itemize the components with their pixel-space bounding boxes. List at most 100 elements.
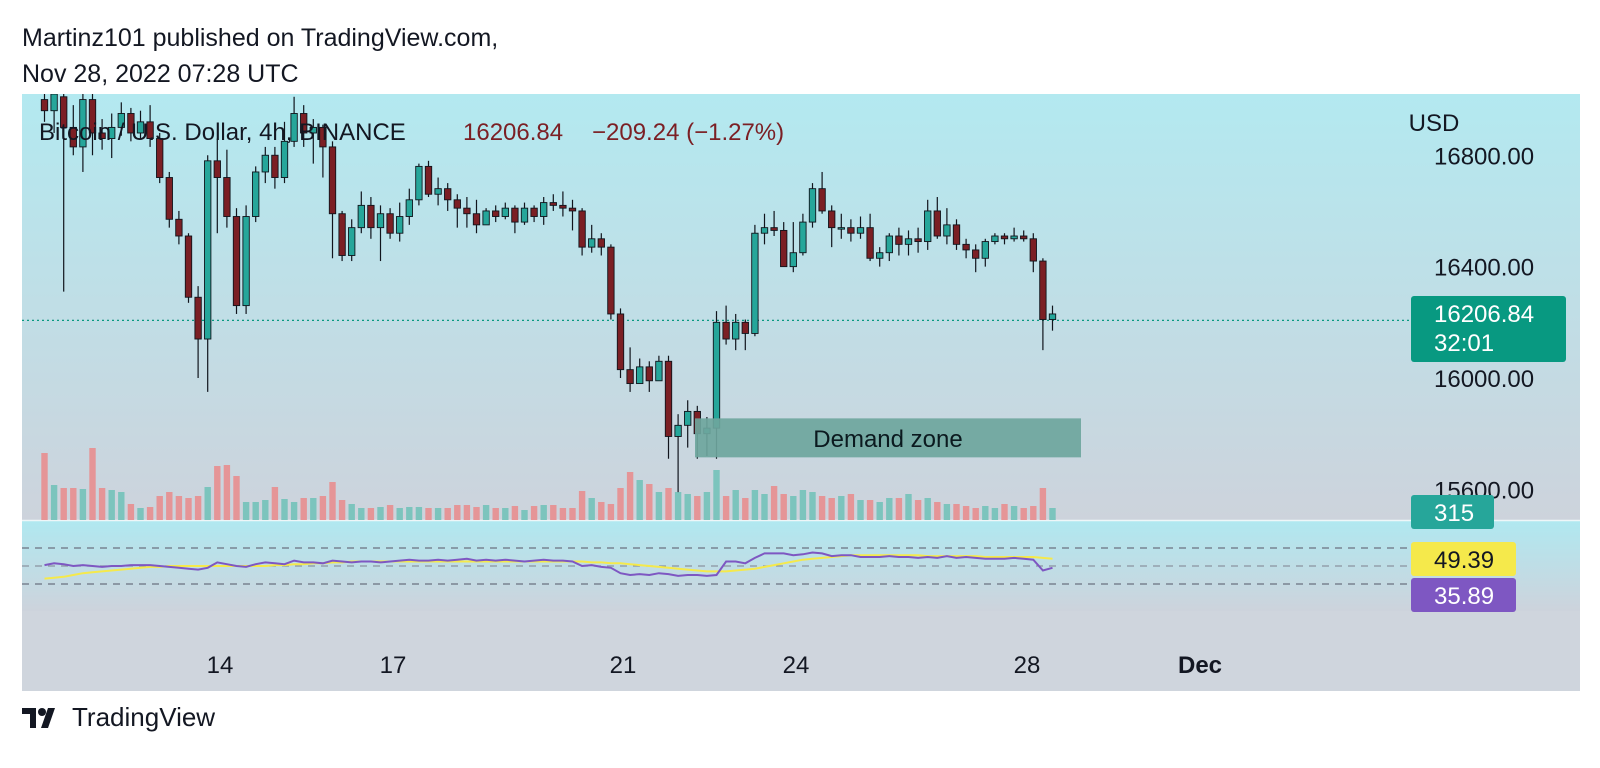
symbol-price: 16206.84 [463,119,563,146]
volume-bar [646,484,653,520]
volume-bar [329,482,336,520]
volume-bar [818,496,826,520]
rsi-line [44,551,1053,577]
volume-bar [598,502,605,520]
time-label: 14 [207,652,234,679]
candle [472,199,481,234]
time-axis[interactable]: 14 17 21 24 28 Dec [207,652,1222,679]
volume-bar [799,490,807,520]
candle [482,208,490,226]
candle [357,191,365,234]
candle-body [722,321,730,340]
symbol-change: −209.24 (−1.27%) [592,119,784,146]
candle-body [645,366,653,382]
candle [1010,227,1018,242]
volume-bar [406,507,413,520]
volume-bar [569,508,576,520]
candle-body [712,321,721,429]
candle-body [770,227,778,231]
candle-body [626,369,634,385]
candlesticks [40,94,1057,493]
candle-body [309,126,317,134]
rsi-ma-badge: 49.39 [1411,542,1516,576]
volume-bar [982,506,989,520]
volume-bar [1030,506,1037,520]
symbol-name: Bitcoin / U.S. Dollar, 4h, BINANCE [39,119,406,146]
candle [108,113,116,159]
volume-value: 315 [1434,500,1474,527]
candle [223,149,231,228]
volume-bar [1001,504,1008,520]
volume-bar [962,506,970,520]
time-label: 21 [610,652,637,679]
candle-body [549,202,557,206]
volume-bar [70,488,77,520]
volume-bar [166,492,173,520]
rsi-bands [22,547,1410,585]
price-tick: 16400.00 [1434,255,1534,282]
volume-bar [876,502,883,520]
candle-body [789,252,797,268]
time-label: 17 [380,652,407,679]
volume-bar [780,494,787,520]
candle-body [732,321,740,340]
volume-bar [50,485,58,520]
candle [280,121,289,184]
volume-bar [809,492,816,520]
candle-body [242,216,250,307]
volume-bar [319,496,327,520]
volume-bar [434,508,442,520]
candle [914,227,922,253]
candle-body [1039,260,1047,320]
volume-bars [41,448,1056,520]
volume-bar [1049,508,1056,520]
candle [540,197,548,225]
volume-bar [991,508,999,520]
candle [328,141,337,259]
candle [501,202,509,220]
volume-bar [972,508,979,520]
candle [338,210,346,262]
candle [367,197,375,239]
volume-bar [89,448,96,520]
candle-body [780,229,788,268]
price-scale[interactable]: USD 16800.00 16400.00 16000.00 15600.00 … [1409,110,1566,612]
candle [175,210,183,245]
candle [40,94,49,122]
publisher-line: Martinz101 published on TradingView.com, [22,24,499,52]
candle [146,105,154,147]
volume-bar [137,508,144,520]
volume-bar [41,453,48,520]
candle-body [962,243,970,251]
candle-body [290,113,298,142]
time-axis-background [22,611,1580,691]
volume-bar [722,496,730,520]
candle [405,188,413,225]
volume-bar [358,508,365,520]
candle [962,238,970,259]
candle [741,319,749,351]
candle [616,308,625,378]
demand-zone-box[interactable] [695,418,1081,458]
candle-body [741,321,749,334]
volume-bar [857,500,864,520]
candle-body [501,207,509,217]
volume-bar [444,508,451,520]
candle [588,224,596,253]
candle [780,222,788,268]
candle [664,355,673,459]
demand-zone[interactable]: Demand zone [695,418,1081,458]
candle [309,119,317,164]
candle [242,205,250,314]
candle-body [424,165,433,195]
candle [396,202,404,242]
volume-bar [415,507,423,520]
candle [319,124,327,178]
candle-body [578,210,586,248]
candle-body [434,188,442,195]
candle [597,233,605,256]
candle [636,358,644,385]
candle-body [837,227,845,230]
candle [895,227,903,256]
